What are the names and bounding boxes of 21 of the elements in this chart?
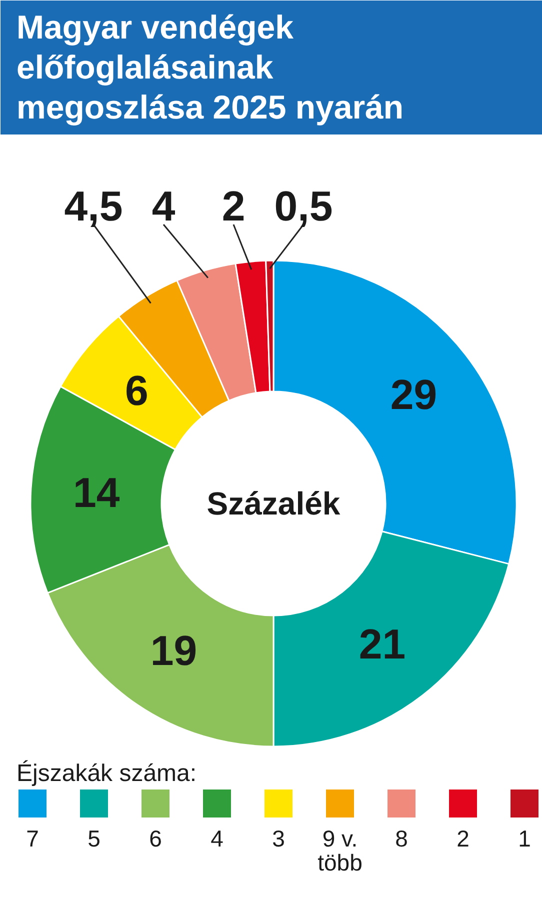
legend-label: 9 v. több xyxy=(318,826,362,876)
data-label: 6 xyxy=(125,366,148,414)
legend-label: 7 xyxy=(26,826,39,852)
legend-label: 4 xyxy=(210,826,224,852)
legend-label: 1 xyxy=(518,826,531,852)
data-label: 29 xyxy=(390,371,438,418)
legend-label: 2 xyxy=(456,826,470,852)
legend-label: 3 xyxy=(272,826,285,852)
data-label: 14 xyxy=(72,468,120,516)
chart-title: Magyar vendégek előfoglalásainak megoszlása 2025 nyarán xyxy=(16,8,404,126)
data-label: 4 xyxy=(152,182,176,230)
legend-title: Éjszakák száma: xyxy=(16,760,197,787)
data-label: 19 xyxy=(150,626,198,674)
legend-label: 6 xyxy=(149,826,162,852)
data-label: 0,5 xyxy=(274,182,333,230)
legend-label: 5 xyxy=(88,826,100,852)
data-label: 4,5 xyxy=(64,182,123,230)
legend-label: 8 xyxy=(395,826,408,852)
data-label: 2 xyxy=(222,182,246,230)
data-label: 21 xyxy=(358,620,406,668)
text: Százalék xyxy=(206,486,340,522)
